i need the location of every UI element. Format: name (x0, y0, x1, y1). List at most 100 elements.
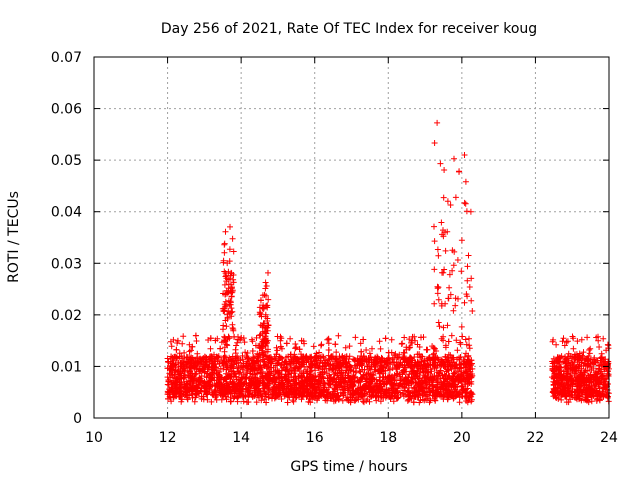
data-point (411, 333, 418, 340)
data-point (434, 246, 441, 253)
data-point (397, 376, 404, 383)
data-point (335, 393, 342, 400)
data-point (298, 355, 305, 361)
data-point (310, 343, 317, 350)
data-point (327, 361, 334, 368)
data-point (455, 368, 462, 375)
data-point (383, 380, 390, 387)
data-point (595, 365, 602, 372)
data-point (262, 361, 269, 368)
data-point (248, 365, 255, 372)
data-point (582, 356, 589, 362)
data-point (435, 296, 442, 303)
data-point (306, 374, 313, 381)
data-point (377, 345, 384, 352)
data-point (188, 385, 195, 392)
data-point (205, 364, 212, 370)
data-point (446, 372, 453, 379)
data-point (268, 358, 275, 365)
data-point (465, 252, 472, 259)
data-point (565, 399, 572, 406)
data-point (265, 296, 272, 303)
data-point (414, 363, 421, 370)
data-point (373, 359, 380, 366)
data-point (395, 394, 402, 401)
plot-frame (93, 56, 610, 419)
data-point (172, 361, 179, 368)
data-point (604, 394, 611, 401)
data-point (458, 237, 465, 244)
data-point (380, 364, 387, 371)
data-point (372, 368, 379, 375)
data-point (428, 377, 435, 384)
data-point (227, 287, 234, 294)
data-point (602, 359, 609, 366)
data-point (225, 333, 232, 340)
data-point (587, 356, 594, 363)
data-point (241, 339, 248, 346)
data-point (427, 389, 434, 395)
data-point (262, 313, 269, 320)
data-point (262, 393, 269, 400)
data-point (467, 390, 474, 397)
data-point (563, 339, 570, 346)
data-point (357, 384, 364, 391)
chart-title: Day 256 of 2021, Rate Of TEC Index for r… (161, 21, 537, 37)
data-point (462, 393, 469, 400)
data-point (403, 344, 410, 351)
data-point (466, 345, 473, 352)
data-point (434, 119, 441, 126)
data-point (246, 391, 252, 398)
data-point (244, 389, 251, 396)
data-point (442, 229, 448, 236)
data-point (440, 389, 447, 395)
data-point (394, 354, 401, 360)
data-point (242, 385, 249, 392)
data-point (452, 383, 459, 390)
data-point (264, 318, 271, 324)
data-point (339, 390, 346, 397)
data-point (570, 345, 577, 352)
data-point (463, 350, 469, 357)
data-point (450, 262, 457, 269)
data-point (440, 375, 447, 382)
data-point (463, 398, 470, 404)
data-point (168, 398, 175, 405)
data-point (326, 365, 333, 372)
data-point (262, 303, 269, 310)
data-point (222, 228, 229, 235)
data-point (285, 353, 292, 360)
data-point (197, 378, 203, 385)
data-point (192, 332, 199, 339)
data-point (567, 382, 574, 389)
data-point (223, 361, 230, 367)
data-point (278, 367, 285, 374)
y-tick-label: 0.01 (51, 359, 82, 375)
data-point (332, 358, 338, 365)
data-point (204, 391, 211, 398)
data-point (318, 341, 325, 348)
data-point (414, 373, 421, 380)
data-point (257, 322, 264, 329)
data-point (343, 380, 350, 386)
data-point (238, 334, 245, 341)
data-point (444, 198, 451, 205)
data-point (438, 300, 445, 307)
data-point (557, 354, 564, 361)
data-point (228, 293, 235, 300)
data-point (263, 292, 269, 299)
data-point (177, 359, 184, 366)
data-point (421, 361, 428, 368)
data-point (431, 140, 438, 146)
data-point (409, 357, 416, 364)
data-point (418, 334, 424, 341)
data-point (551, 379, 558, 386)
data-point (263, 283, 270, 289)
data-point (250, 359, 257, 366)
data-point (213, 370, 220, 377)
data-point (227, 281, 234, 288)
data-point (578, 397, 585, 404)
data-point (319, 363, 326, 370)
data-point (167, 366, 174, 373)
data-point (600, 335, 607, 342)
